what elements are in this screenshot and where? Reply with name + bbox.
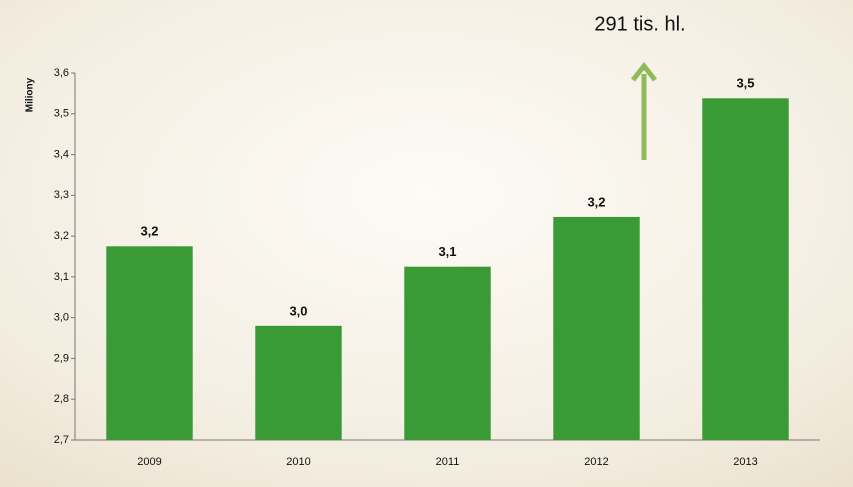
- x-tick-label: 2010: [286, 456, 310, 468]
- bar: [404, 266, 491, 440]
- bar: [553, 216, 640, 440]
- y-axis-label: Miliony: [25, 77, 36, 112]
- x-tick-label: 2011: [436, 456, 460, 468]
- y-tick-label: 3,6: [54, 67, 69, 79]
- value-label: 3,2: [140, 224, 158, 239]
- bar: [255, 325, 342, 440]
- y-tick-label: 3,3: [54, 189, 69, 201]
- annotation: 291 tis. hl.: [594, 13, 685, 35]
- value-label: 3,2: [587, 194, 605, 209]
- x-tick-label: 2012: [584, 456, 608, 468]
- y-tick-label: 3,2: [54, 230, 69, 242]
- y-tick-label: 3,4: [54, 148, 69, 160]
- x-tick-label: 2013: [733, 456, 757, 468]
- y-tick-label: 3,5: [54, 108, 69, 120]
- y-tick-label: 2,8: [54, 393, 69, 405]
- y-tick-label: 2,7: [54, 434, 69, 446]
- bar: [702, 98, 789, 440]
- arrow: [631, 61, 657, 160]
- y-tick-label: 3,1: [54, 271, 69, 283]
- bar: [106, 246, 193, 440]
- value-label: 3,5: [736, 76, 754, 91]
- y-tick-label: 3,0: [54, 312, 69, 324]
- value-label: 3,0: [289, 303, 307, 318]
- x-tick-label: 2009: [137, 456, 161, 468]
- y-tick-label: 2,9: [54, 352, 69, 364]
- value-label: 3,1: [438, 244, 456, 259]
